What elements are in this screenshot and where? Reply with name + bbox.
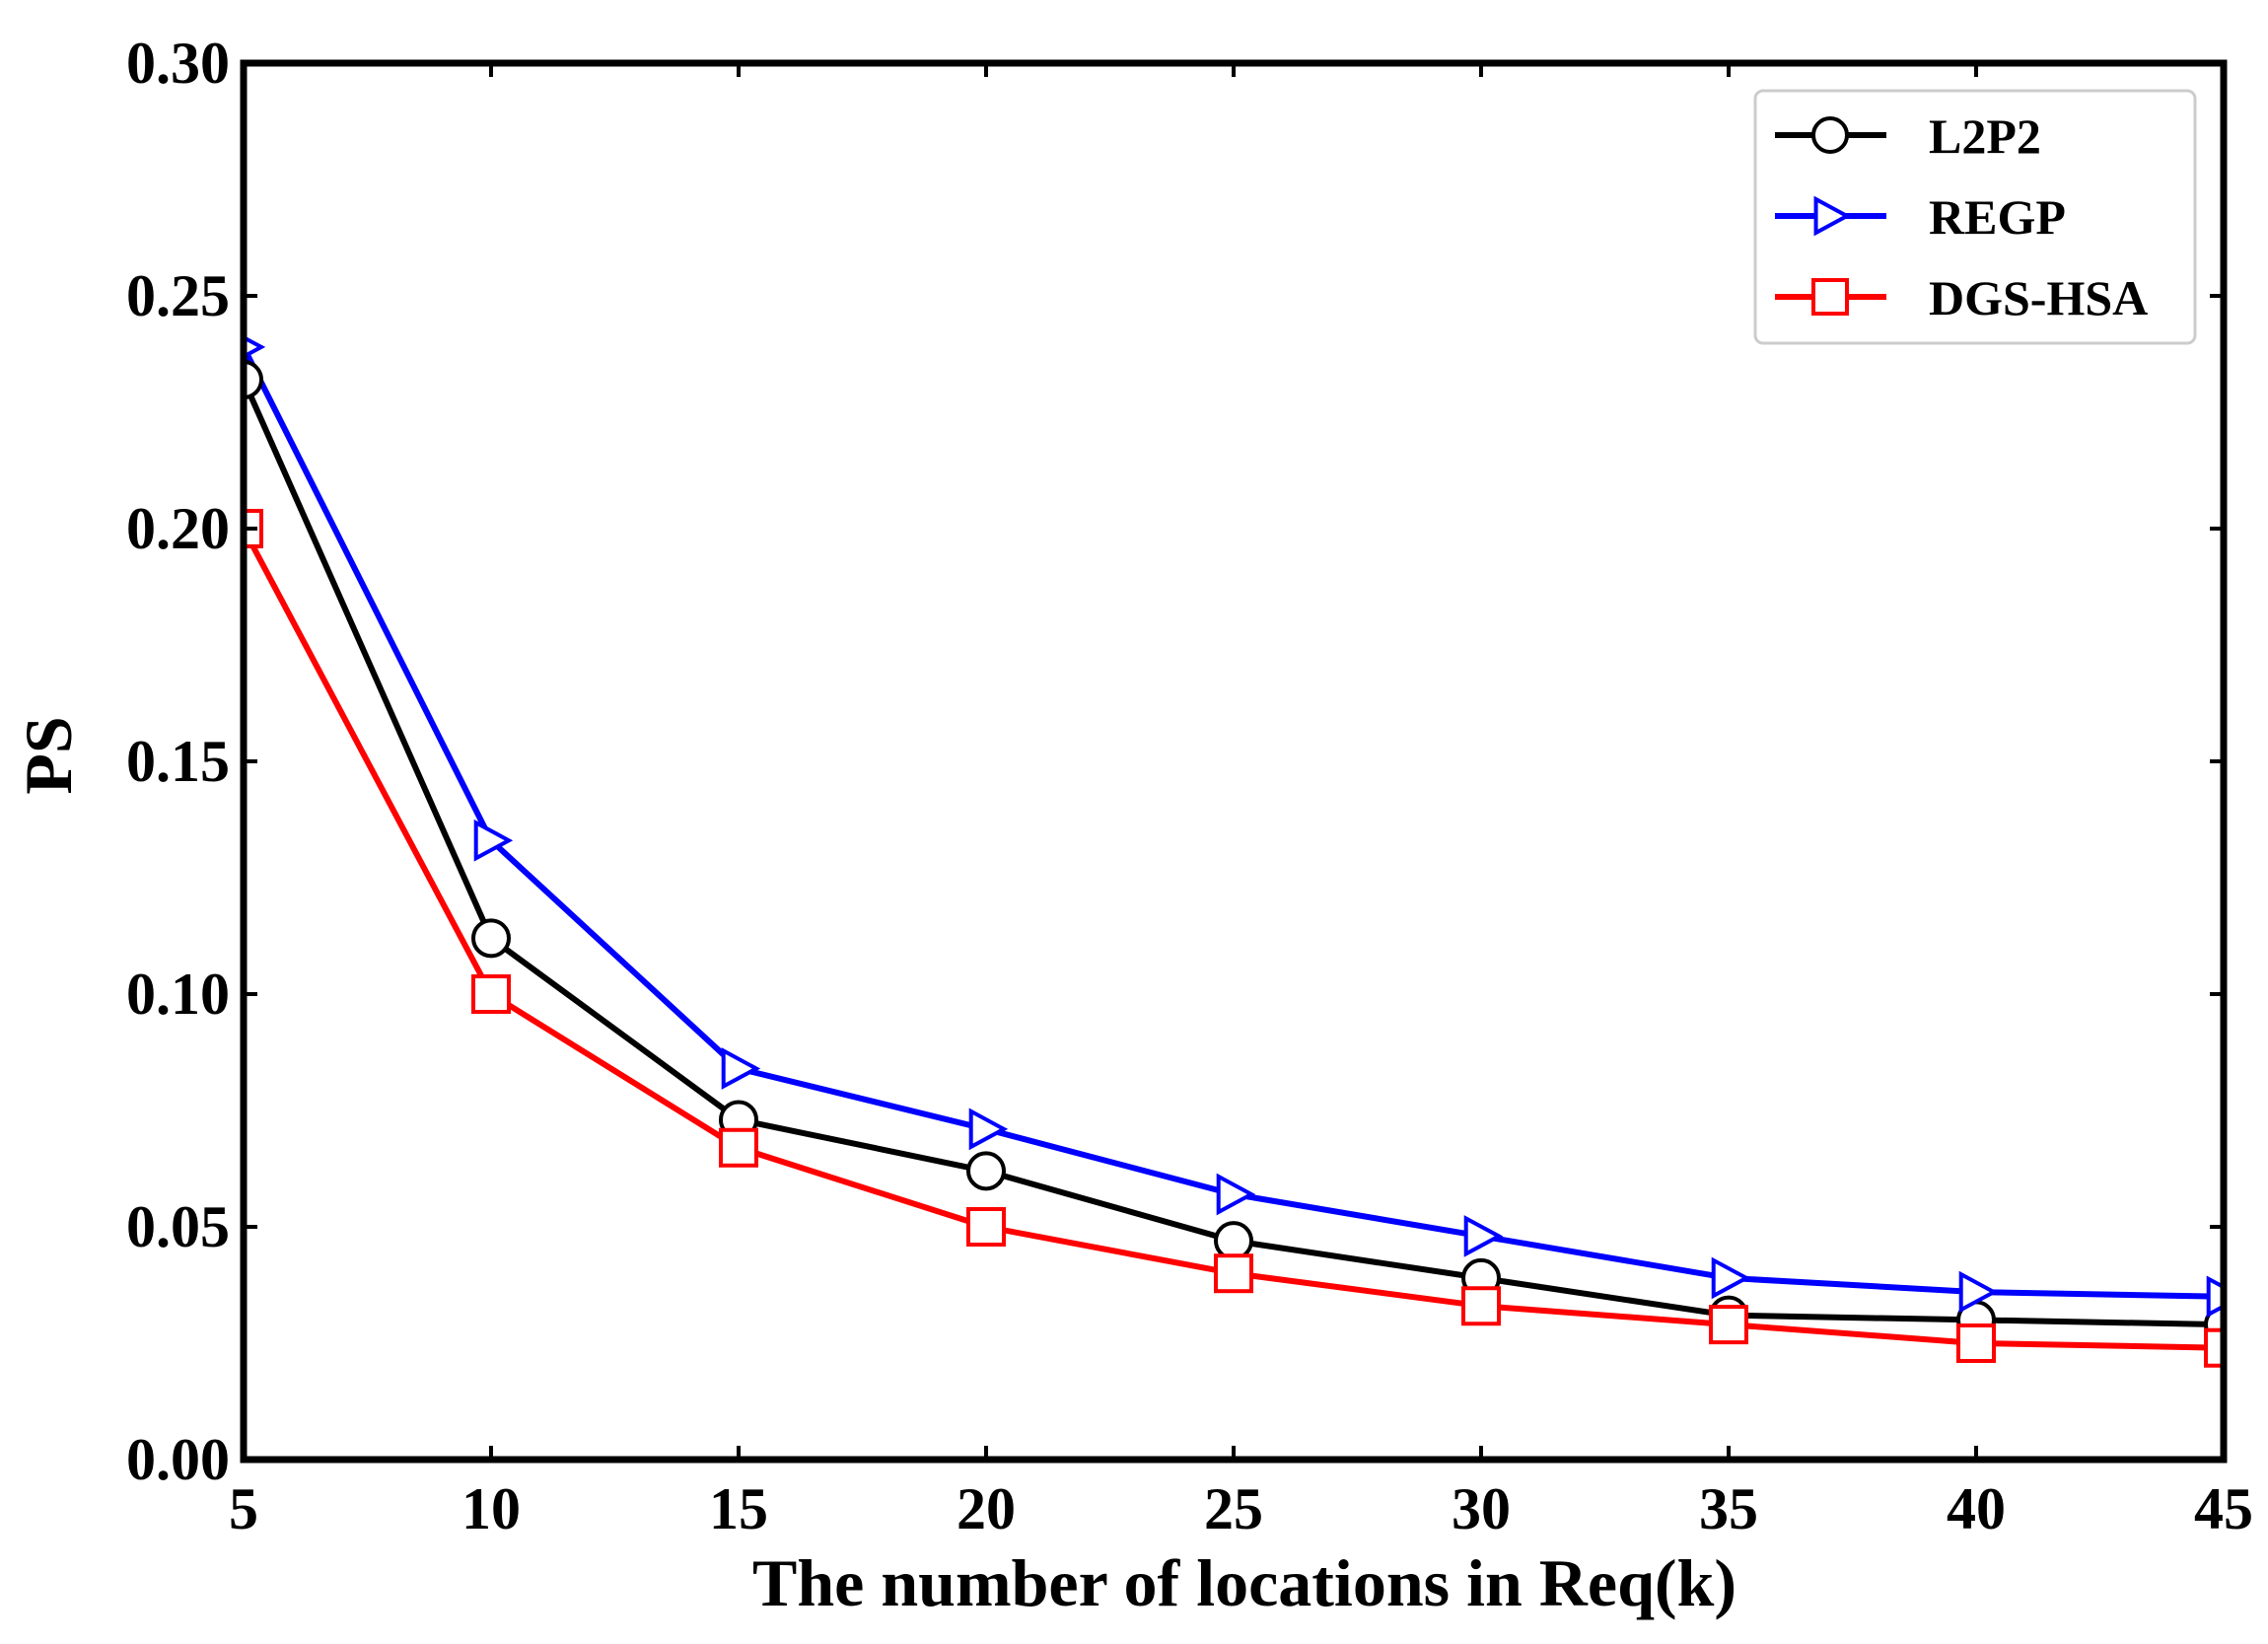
data-point-dgs-hsa-1 (471, 974, 511, 1014)
legend-label-dgs-hsa: DGS-HSA (1929, 270, 2148, 325)
legend-label-l2p2: L2P2 (1929, 108, 2041, 164)
data-point-l2p2-4 (1214, 1221, 1253, 1261)
data-point-dgs-hsa-5 (1461, 1286, 1501, 1326)
data-point-l2p2-3 (966, 1151, 1006, 1191)
data-point-regp-8 (2206, 1275, 2224, 1319)
plot-area (244, 334, 2224, 1368)
y-tick-label: 0.10 (126, 962, 230, 1027)
legend-label-regp: REGP (1929, 189, 2066, 245)
data-point-l2p2-0 (244, 359, 263, 399)
legend-marker-regp (1813, 195, 1852, 237)
data-point-regp-7 (1958, 1270, 1999, 1314)
legend-marker-l2p2 (1811, 116, 1849, 154)
x-tick-label: 20 (957, 1476, 1016, 1541)
data-point-dgs-hsa-8 (2204, 1327, 2224, 1368)
data-point-dgs-hsa-7 (1956, 1323, 1996, 1363)
axes: 5 10 15 20 25 30 35 40 45 0.00 0.05 0.10 0.15 0.20 0.2… (126, 31, 2253, 1541)
legend-marker-dgs-hsa (1811, 278, 1849, 316)
data-point-dgs-hsa-4 (1214, 1253, 1253, 1294)
x-tick-label: 25 (1204, 1476, 1263, 1541)
data-point-l2p2-1 (471, 918, 511, 959)
data-point-regp-5 (1463, 1215, 1504, 1257)
data-point-regp-6 (1711, 1256, 1751, 1300)
x-axis-label: The number of locations in Req(k) (752, 1545, 1736, 1620)
x-tick-label: 40 (1947, 1476, 2006, 1541)
x-tick-label: 45 (2194, 1476, 2253, 1541)
x-tick-label: 30 (1452, 1476, 1511, 1541)
y-axis-label: PS (11, 716, 86, 794)
data-point-regp-1 (473, 819, 514, 862)
x-tick-label: 10 (461, 1476, 521, 1541)
legend-box (1753, 89, 2197, 345)
x-tick-label: 15 (709, 1476, 768, 1541)
x-tick-label: 5 (229, 1476, 258, 1541)
data-point-regp-4 (1216, 1173, 1256, 1216)
data-point-dgs-hsa-2 (719, 1127, 758, 1168)
series-line-regp (244, 345, 2224, 1300)
data-point-dgs-hsa-3 (966, 1207, 1006, 1247)
legend: L2P2 REGP DGS-HSA (1753, 89, 2197, 345)
x-tick-label: 35 (1699, 1476, 1758, 1541)
series-group (244, 334, 2224, 1368)
y-tick-label: 0.30 (126, 31, 230, 96)
data-point-regp-3 (968, 1108, 1009, 1151)
y-tick-label: 0.05 (126, 1194, 230, 1259)
data-point-dgs-hsa-6 (1709, 1305, 1748, 1345)
data-point-regp-2 (721, 1047, 761, 1090)
y-tick-label: 0.20 (126, 496, 230, 561)
y-tick-label: 0.00 (126, 1427, 230, 1492)
y-tick-label: 0.15 (126, 729, 230, 794)
y-tick-label: 0.25 (126, 263, 230, 328)
